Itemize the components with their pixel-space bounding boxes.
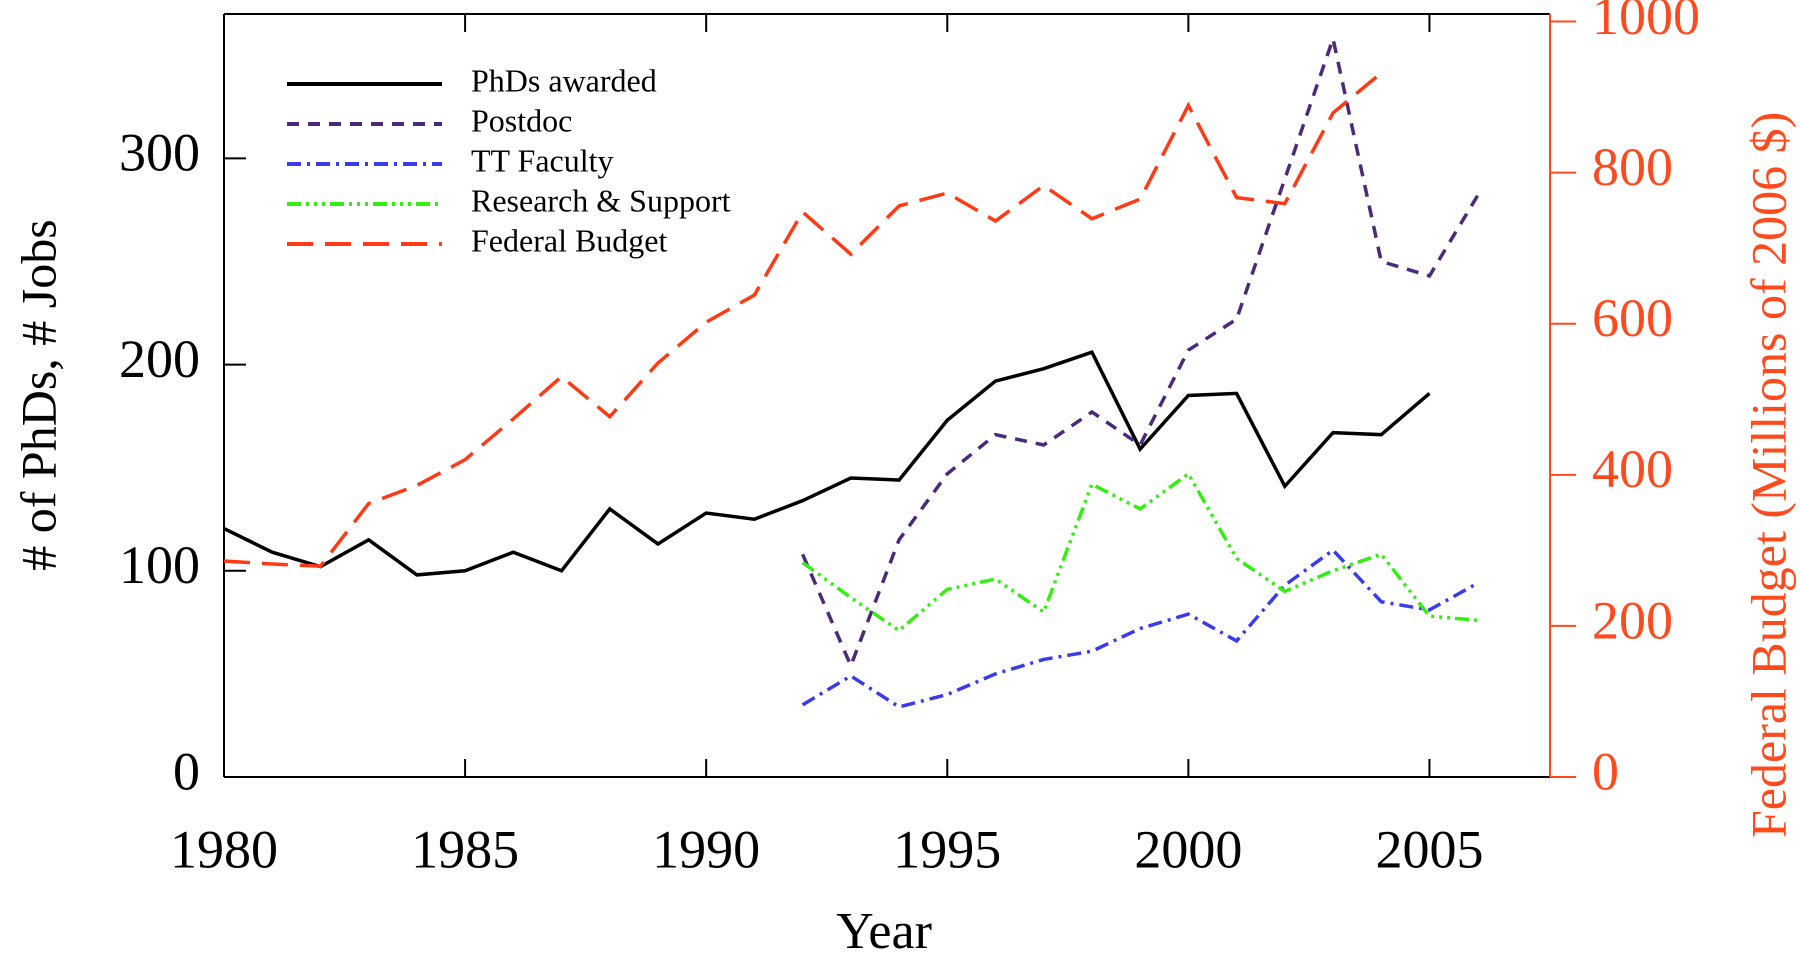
legend-label: Research & Support (471, 182, 731, 218)
y-tick-label: 300 (119, 123, 200, 183)
x-tick-label: 1985 (411, 819, 519, 879)
legend-label: PhDs awarded (471, 62, 657, 98)
x-tick-label: 2000 (1134, 819, 1242, 879)
y-tick-label: 100 (119, 535, 200, 595)
x-tick-label: 1990 (652, 819, 760, 879)
x-tick-label: 1980 (170, 819, 278, 879)
y2-tick-label: 200 (1592, 590, 1673, 650)
series-line (223, 350, 1431, 577)
series-line (801, 471, 1478, 633)
legend-label: Federal Budget (471, 222, 668, 258)
y-tick-label: 0 (173, 741, 200, 801)
y2-axis-title: Federal Budget (Millions of 2006 $) (1740, 112, 1796, 838)
y2-tick-label: 1000 (1592, 0, 1700, 46)
legend-label: TT Faculty (471, 142, 614, 178)
x-axis-title: Year (836, 903, 932, 959)
y-tick-label: 200 (119, 329, 200, 389)
series-line (801, 547, 1479, 709)
x-tick-label: 1995 (893, 819, 1001, 879)
series-line (223, 71, 1383, 569)
y2-tick-label: 400 (1592, 439, 1673, 499)
y2-tick-label: 0 (1592, 741, 1619, 801)
y2-tick-label: 600 (1592, 288, 1673, 348)
y-axis-title: # of PhDs, # Jobs (10, 219, 66, 570)
series-line (801, 32, 1480, 671)
x-tick-label: 2005 (1375, 819, 1483, 879)
legend-label: Postdoc (471, 102, 572, 138)
y2-tick-label: 800 (1592, 137, 1673, 197)
